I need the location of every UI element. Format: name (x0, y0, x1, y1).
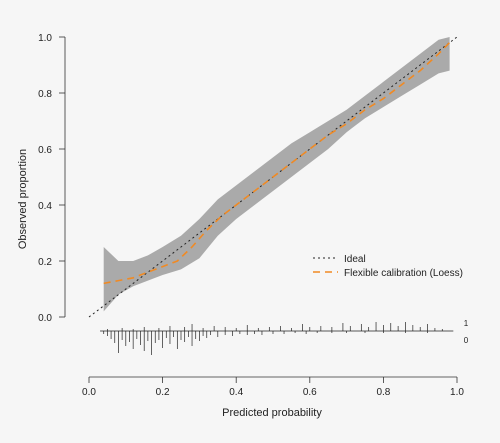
axes: 0.0 0.2 0.4 0.6 0.8 1.0 0.0 0.2 0.4 0.6 0.8 1.0 (38, 33, 464, 398)
y-tick-label: 0.0 (38, 313, 52, 324)
x-tick-label: 0.0 (82, 387, 96, 398)
y-tick-label: 0.8 (38, 89, 52, 100)
x-tick-label: 0.8 (376, 387, 390, 398)
x-tick-label: 0.4 (229, 387, 243, 398)
legend: Ideal Flexible calibration (Loess) (313, 254, 463, 279)
y-tick-label: 1.0 (38, 33, 52, 44)
y-tick-label: 0.6 (38, 145, 52, 156)
legend-label: Flexible calibration (Loess) (344, 268, 463, 279)
rug-plot: 10 (100, 319, 469, 355)
rug-label-positive: 1 (464, 319, 469, 328)
x-axis-label: Predicted probability (222, 407, 322, 419)
x-tick-label: 1.0 (450, 387, 464, 398)
x-tick-label: 0.6 (303, 387, 317, 398)
loess-line (103, 42, 451, 285)
series-layer (88, 36, 458, 318)
x-tick-label: 0.2 (156, 387, 170, 398)
y-axis-label: Observed proportion (17, 149, 29, 249)
legend-label: Ideal (344, 254, 366, 265)
rug-label-negative: 0 (464, 336, 469, 345)
y-tick-label: 0.4 (38, 201, 52, 212)
y-tick-label: 0.2 (38, 257, 52, 268)
